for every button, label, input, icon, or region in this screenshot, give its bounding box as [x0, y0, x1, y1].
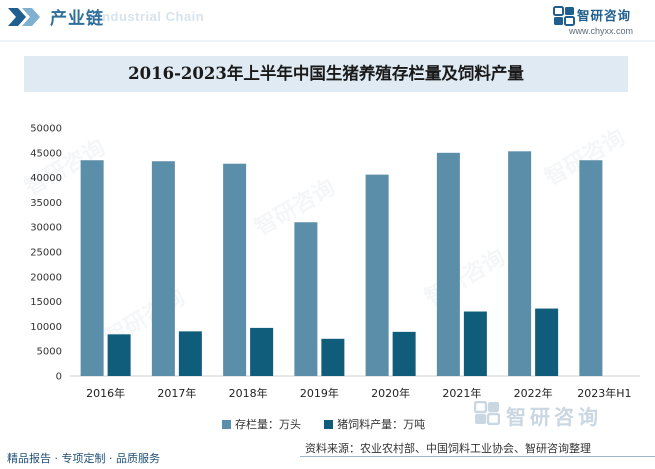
- bar-series-2: [107, 334, 131, 376]
- chart-legend: 存栏量：万头 猪饲料产量：万吨: [222, 413, 443, 431]
- section-title-ghost: Industrial Chain: [98, 9, 205, 24]
- bar-series-2: [535, 308, 559, 376]
- legend-swatch-series-2: [324, 420, 334, 429]
- y-tick-label: 10000: [30, 322, 62, 333]
- chevron-mark-icon: [8, 8, 40, 26]
- legend-label-series-2: 猪饲料产量：万吨: [337, 417, 426, 431]
- footer-tagline: 精品报告 · 专项定制 · 品质服务: [7, 452, 160, 465]
- y-tick-label: 35000: [30, 198, 62, 209]
- x-tick-label: 2016年: [86, 386, 125, 400]
- chart-title: 2016-2023年上半年中国生猪养殖存栏量及饲料产量: [128, 64, 524, 83]
- section-title: 产业链: [50, 9, 104, 29]
- bar-series-1: [436, 152, 460, 376]
- x-tick-label: 2018年: [229, 386, 268, 400]
- bar-series-1: [365, 174, 389, 376]
- watermark-logo: 智研咨询: [474, 401, 644, 429]
- y-tick-label: 30000: [30, 223, 62, 234]
- watermark-logo-icon: [474, 401, 500, 425]
- brand-logo-url[interactable]: www.chyxx.com: [569, 26, 634, 36]
- bar-series-1: [223, 163, 247, 376]
- bar-series-1: [579, 160, 603, 376]
- x-tick-label: 2017年: [157, 386, 196, 400]
- y-tick-label: 25000: [30, 248, 62, 259]
- x-tick-label: 2023年H1: [577, 386, 631, 400]
- bar-series-2: [392, 331, 416, 376]
- y-tick-label: 0: [56, 372, 62, 383]
- footer-divider: [300, 456, 655, 457]
- bar-series-2: [463, 311, 487, 376]
- x-tick-label: 2019年: [300, 386, 339, 400]
- y-tick-label: 15000: [30, 297, 62, 308]
- legend-item-series-2: 猪饲料产量：万吨: [324, 416, 425, 432]
- legend-swatch-series-1: [222, 420, 231, 429]
- brand-logo[interactable]: 智研咨询 www.chyxx.com: [553, 5, 645, 39]
- y-tick-label: 50000: [30, 124, 62, 135]
- bar-series-1: [508, 151, 532, 376]
- footer-source: 资料来源：农业农村部、中国饲料工业协会、智研咨询整理: [305, 442, 591, 455]
- page-footer: 精品报告 · 专项定制 · 品质服务 资料来源：农业农村部、中国饲料工业协会、智…: [0, 440, 655, 469]
- brand-logo-icon: [553, 6, 575, 26]
- y-tick-label: 45000: [30, 148, 62, 159]
- legend-label-series-1: 存栏量：万头: [235, 417, 301, 431]
- y-tick-label: 40000: [30, 173, 62, 184]
- bar-series-2: [250, 327, 274, 376]
- watermark-logo-name: 智研咨询: [506, 405, 602, 429]
- bar-series-2: [321, 338, 345, 376]
- page-header: Industrial Chain 产业链 智研咨询 www.chyxx.com: [0, 0, 655, 40]
- bar-series-1: [294, 222, 318, 376]
- bar-series-1: [80, 160, 104, 376]
- chart-title-band: 2016-2023年上半年中国生猪养殖存栏量及饲料产量: [24, 56, 628, 92]
- brand-logo-name: 智研咨询: [577, 8, 632, 23]
- y-tick-label: 5000: [37, 347, 62, 358]
- bar-series-1: [151, 161, 175, 376]
- x-tick-label: 2020年: [371, 386, 410, 400]
- bar-series-2: [178, 331, 202, 376]
- x-tick-label: 2022年: [514, 386, 553, 400]
- y-tick-label: 20000: [30, 272, 62, 283]
- x-tick-label: 2021年: [442, 386, 481, 400]
- legend-item-series-1: 存栏量：万头: [222, 416, 301, 432]
- header-divider: [0, 40, 655, 42]
